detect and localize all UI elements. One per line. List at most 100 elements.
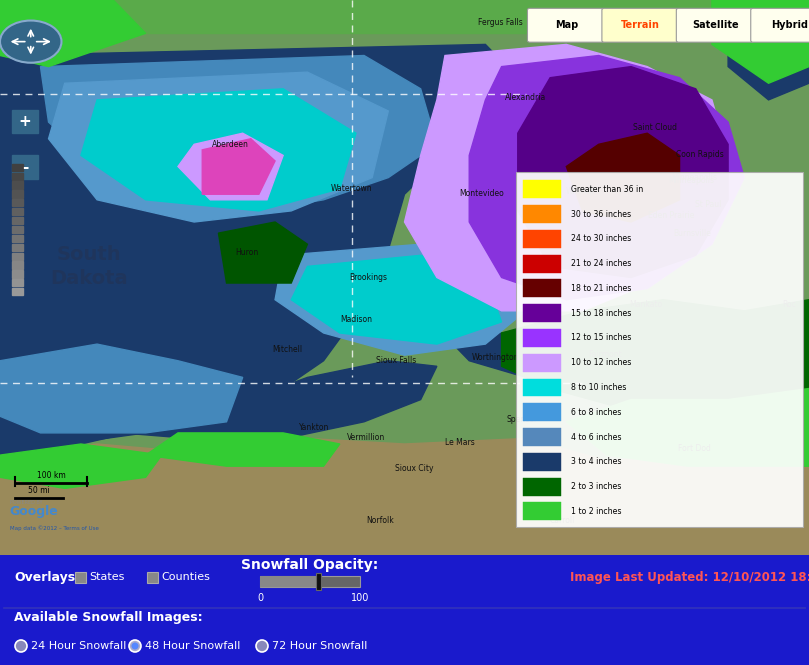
Text: Available Snowfall Images:: Available Snowfall Images: [14, 612, 202, 624]
Text: Fort Dod: Fort Dod [678, 444, 710, 453]
Polygon shape [0, 0, 146, 66]
Bar [12, 182, 23, 189]
FancyBboxPatch shape [527, 9, 605, 42]
Bar [523, 329, 561, 347]
Bar [523, 205, 561, 223]
Bar [523, 305, 561, 322]
Text: Greater than 36 in: Greater than 36 in [571, 185, 643, 194]
Circle shape [129, 640, 141, 652]
Text: Madison: Madison [340, 315, 372, 324]
Bar [523, 279, 561, 297]
Polygon shape [0, 344, 243, 433]
Text: Minneapolis: Minneapolis [669, 176, 714, 185]
Bar [12, 226, 23, 233]
Text: Minneapolis: Minneapolis [671, 173, 717, 182]
Circle shape [0, 21, 61, 63]
Polygon shape [146, 433, 340, 466]
Polygon shape [566, 388, 809, 466]
Bar [523, 354, 561, 372]
Bar [523, 180, 561, 198]
Text: -: - [22, 160, 28, 174]
Text: Eden Prairie: Eden Prairie [648, 211, 695, 220]
Text: Huron: Huron [235, 248, 258, 257]
Text: Hybrid: Hybrid [771, 20, 808, 30]
Bar [523, 230, 561, 248]
Polygon shape [218, 222, 307, 283]
Bar [523, 255, 561, 273]
Text: 0: 0 [257, 593, 263, 603]
Bar [12, 243, 23, 251]
Bar [12, 288, 23, 295]
Polygon shape [178, 133, 283, 200]
Text: 30 to 36 inches: 30 to 36 inches [571, 209, 631, 219]
Bar [12, 270, 23, 277]
Bar [147, 572, 158, 583]
Bar [12, 173, 23, 180]
Polygon shape [469, 55, 744, 300]
Text: Satellite: Satellite [692, 20, 739, 30]
Text: Willmar: Willmar [566, 187, 595, 196]
Text: 48 Hour Snowfall: 48 Hour Snowfall [145, 641, 240, 651]
Polygon shape [0, 0, 809, 33]
Bar [75, 572, 86, 583]
Text: 72 Hour Snowfall: 72 Hour Snowfall [272, 641, 367, 651]
Text: Aberdeen: Aberdeen [212, 140, 249, 149]
Polygon shape [0, 360, 437, 455]
Circle shape [132, 642, 138, 650]
Text: 12 to 15 inches: 12 to 15 inches [571, 333, 632, 342]
Text: Montevideo: Montevideo [459, 189, 504, 198]
Text: 1 to 2 inches: 1 to 2 inches [571, 507, 621, 516]
FancyBboxPatch shape [751, 9, 809, 42]
Bar [12, 110, 38, 133]
Bar [260, 576, 360, 587]
Text: Saint Cloud: Saint Cloud [633, 123, 677, 132]
Polygon shape [728, 0, 809, 100]
Text: Fergus Falls: Fergus Falls [477, 18, 523, 27]
Text: 8 to 10 inches: 8 to 10 inches [571, 383, 626, 392]
Text: Watertown: Watertown [331, 184, 373, 194]
Text: South
Dakota: South Dakota [50, 245, 128, 288]
Text: Sioux Falls: Sioux Falls [376, 356, 417, 365]
Text: Carroll: Carroll [549, 516, 575, 525]
Text: Map data ©2012 – Terms of Use: Map data ©2012 – Terms of Use [10, 525, 99, 531]
Text: 2 to 3 inches: 2 to 3 inches [571, 482, 621, 491]
Text: +: + [19, 114, 32, 129]
Text: St Paul: St Paul [696, 200, 722, 209]
Text: 21 to 24 inches: 21 to 24 inches [571, 259, 632, 268]
Text: 4 to 6 inches: 4 to 6 inches [571, 432, 621, 442]
Text: Yankton: Yankton [299, 423, 329, 432]
Text: 3 to 4 inches: 3 to 4 inches [571, 458, 621, 466]
Polygon shape [0, 438, 809, 555]
Text: 24 to 30 inches: 24 to 30 inches [571, 234, 631, 243]
Text: 18 to 21 inches: 18 to 21 inches [571, 284, 632, 293]
Polygon shape [453, 311, 809, 400]
Polygon shape [81, 89, 356, 211]
Text: Roc: Roc [782, 300, 795, 309]
Bar [12, 235, 23, 242]
Polygon shape [0, 45, 518, 444]
Polygon shape [404, 45, 728, 311]
Polygon shape [275, 244, 526, 355]
Text: Burnsville: Burnsville [674, 229, 711, 237]
Text: Mitchell: Mitchell [272, 345, 303, 354]
Bar [260, 576, 318, 587]
Text: States: States [89, 572, 125, 582]
Text: 10 to 12 inches: 10 to 12 inches [571, 358, 632, 367]
Bar [523, 503, 561, 520]
Text: 100 km: 100 km [36, 471, 66, 479]
Polygon shape [566, 133, 680, 222]
Text: Coon Rapids: Coon Rapids [676, 150, 724, 159]
Polygon shape [291, 255, 502, 344]
Text: Norfolk: Norfolk [366, 516, 394, 525]
Bar [12, 208, 23, 215]
Text: Overlays:: Overlays: [14, 571, 80, 583]
Bar [12, 253, 23, 260]
Text: 100: 100 [351, 593, 369, 603]
Bar [523, 378, 561, 396]
Text: Snowfall Opacity:: Snowfall Opacity: [241, 558, 379, 572]
Bar [12, 261, 23, 269]
Bar [523, 404, 561, 421]
Text: Spencer: Spencer [506, 414, 537, 424]
Text: 24 Hour Snowfall: 24 Hour Snowfall [31, 641, 126, 651]
Polygon shape [0, 444, 162, 488]
